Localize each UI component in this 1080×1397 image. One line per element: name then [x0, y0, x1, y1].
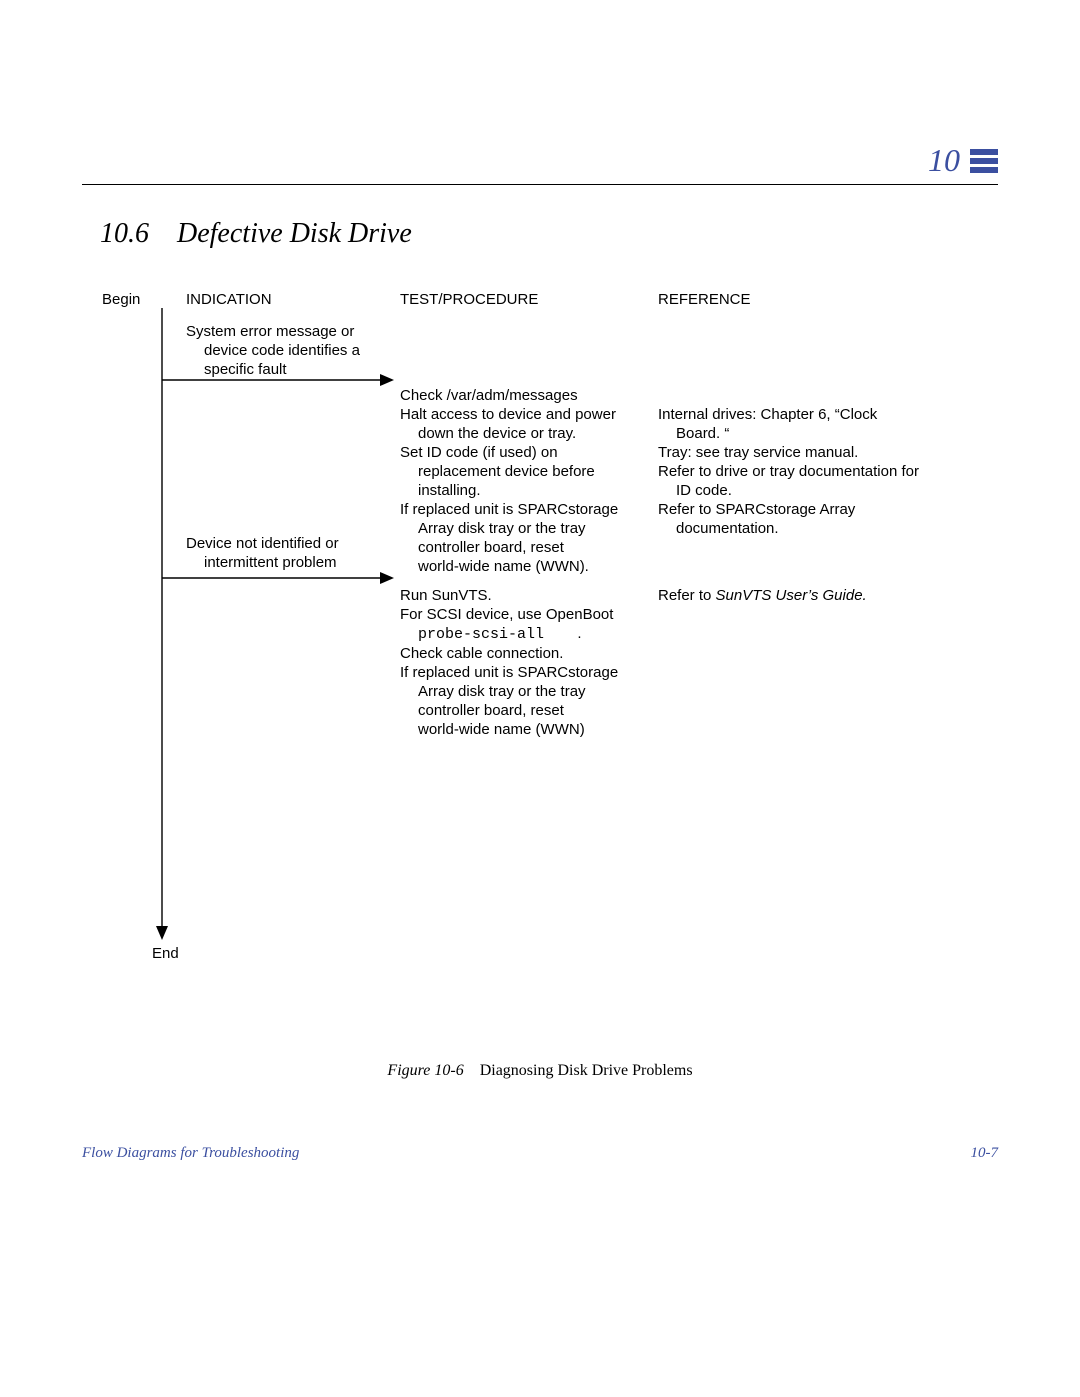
b1-ref-l1: Internal drives: Chapter 6, “Clock — [658, 406, 877, 423]
b2-indication: Device not identified or intermittent pr… — [186, 534, 396, 572]
b2-test-l3: Check cable connection. — [400, 645, 563, 662]
col-header-test: TEST/PROCEDURE — [400, 290, 538, 309]
b1-test-l4b: Array disk tray or the tray — [400, 519, 655, 538]
b2-test-l2: For SCSI device, use OpenBoot — [400, 606, 613, 623]
b1-ref-l3b: ID code. — [658, 481, 988, 500]
chapter-number: 10 — [928, 142, 960, 179]
b2-test-l2b-mono: probe-scsi-all — [418, 626, 544, 643]
begin-label: Begin — [102, 290, 140, 309]
b1-test-l2b: down the device or tray. — [400, 424, 655, 443]
chapter-header: 10 — [928, 142, 998, 179]
b1-test-l2: Halt access to device and power — [400, 406, 616, 423]
page: 10 10.6 Defective Disk Drive — [0, 0, 1080, 1397]
col-header-reference: REFERENCE — [658, 290, 751, 309]
section-title: Defective Disk Drive — [177, 218, 412, 249]
flow-diagram: Begin End INDICATION TEST/PROCEDURE REFE… — [102, 288, 1002, 988]
b1-ref-l2: Tray: see tray service manual. — [658, 444, 858, 461]
figure-caption: Figure 10-6 Diagnosing Disk Drive Proble… — [0, 1062, 1080, 1080]
b1-ref-l3: Refer to drive or tray documentation for — [658, 463, 919, 480]
b1-indication: System error message or device code iden… — [186, 322, 396, 379]
footer-right: 10-7 — [971, 1145, 999, 1162]
col-header-indication: INDICATION — [186, 290, 272, 309]
b1-test-l4: If replaced unit is SPARCstorage — [400, 501, 618, 518]
b2-reference: Refer to SunVTS User’s Guide. — [658, 586, 988, 605]
b1-test-l1: Check /var/adm/messages — [400, 387, 578, 404]
figure-caption-text: Diagnosing Disk Drive Problems — [480, 1062, 693, 1079]
b1-ref-l1b: Board. “ — [658, 424, 988, 443]
section-heading: 10.6 Defective Disk Drive — [100, 218, 412, 250]
b1-reference: Internal drives: Chapter 6, “Clock Board… — [658, 405, 988, 538]
b1-test-l4d: world-wide name (WWN). — [400, 557, 655, 576]
header-rule — [82, 184, 998, 185]
b2-ref-italic: SunVTS User’s Guide. — [716, 587, 867, 604]
b2-test-l2b-suffix: . — [577, 625, 581, 642]
b1-test-l3c: installing. — [400, 481, 655, 500]
footer-left: Flow Diagrams for Troubleshooting — [82, 1145, 299, 1162]
b2-test-l1: Run SunVTS. — [400, 587, 492, 604]
section-number: 10.6 — [100, 218, 149, 249]
b2-test: Run SunVTS. For SCSI device, use OpenBoo… — [400, 586, 655, 739]
b1-ref-l4b: documentation. — [658, 519, 988, 538]
b1-test: Check /var/adm/messages Halt access to d… — [400, 386, 655, 576]
figure-number: Figure 10-6 — [387, 1062, 463, 1079]
b2-test-l4: If replaced unit is SPARCstorage — [400, 664, 618, 681]
page-footer: Flow Diagrams for Troubleshooting 10-7 — [82, 1145, 998, 1162]
b1-test-l3b: replacement device before — [400, 462, 655, 481]
b1-ind-l3: specific fault — [186, 360, 396, 379]
b1-ref-l4: Refer to SPARCstorage Array — [658, 501, 855, 518]
b2-test-l2b: probe-scsi-all . — [400, 624, 655, 644]
b2-test-l4d: world-wide name (WWN) — [400, 720, 655, 739]
chapter-bars-icon — [970, 147, 998, 175]
b2-ind-l2: intermittent problem — [186, 553, 396, 572]
b2-ind-l1: Device not identified or — [186, 535, 339, 552]
end-label: End — [152, 944, 179, 963]
b2-test-l4c: controller board, reset — [400, 701, 655, 720]
b1-ind-l2: device code identifies a — [186, 341, 396, 360]
b1-ind-l1: System error message or — [186, 323, 354, 340]
b2-test-l4b: Array disk tray or the tray — [400, 682, 655, 701]
b1-test-l3: Set ID code (if used) on — [400, 444, 558, 461]
b2-ref-prefix: Refer to — [658, 587, 716, 604]
b1-test-l4c: controller board, reset — [400, 538, 655, 557]
